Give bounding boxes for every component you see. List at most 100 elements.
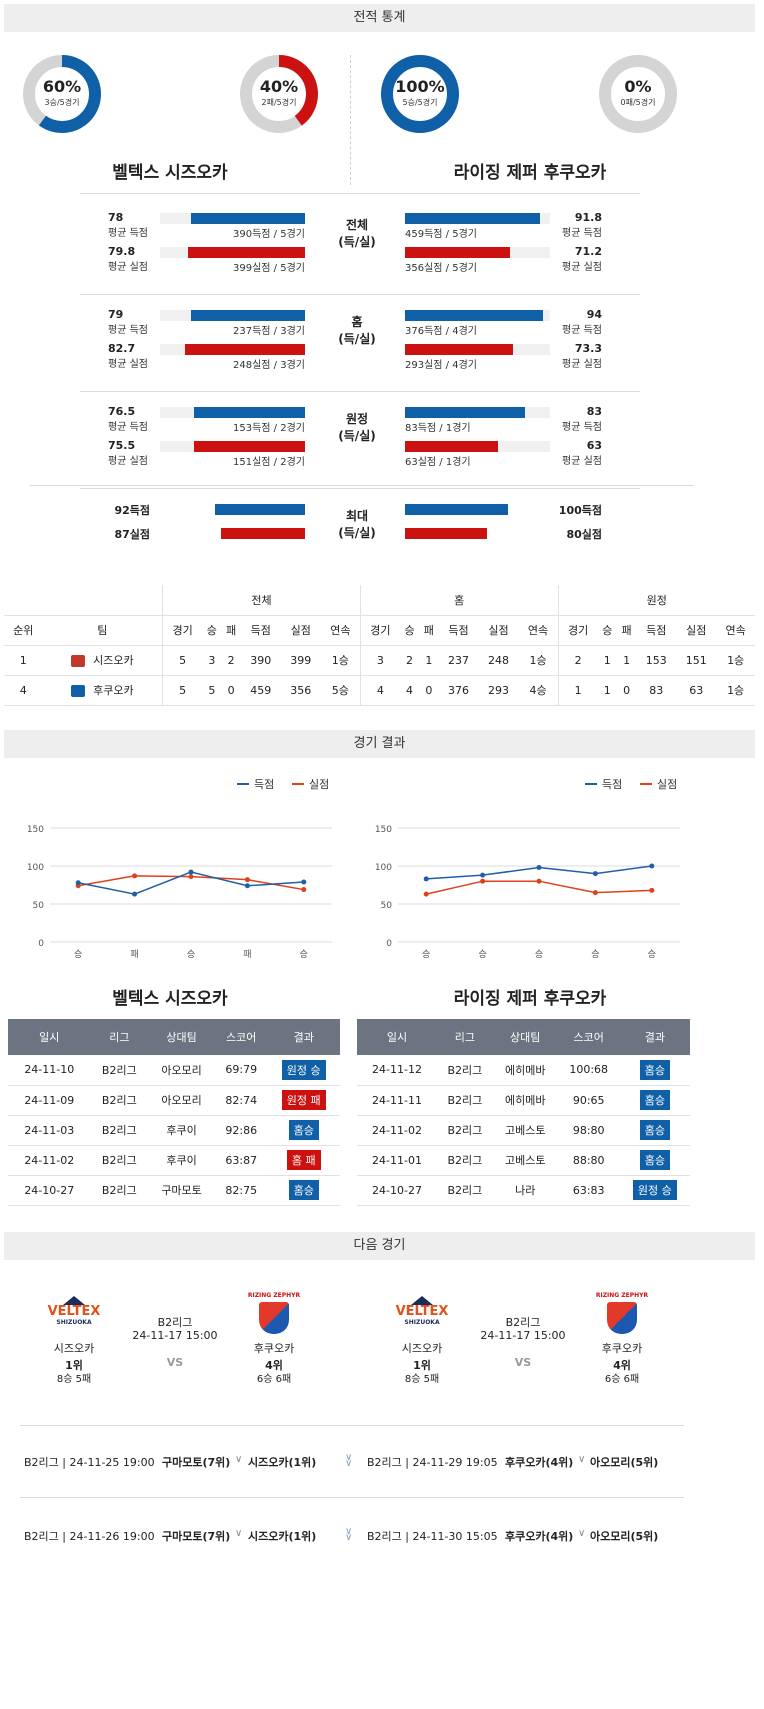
left-stat-label: 평균 득점 [108,228,148,239]
results-cell: 고베스토 [492,1115,558,1146]
vs-mark-icon: ∨ [578,1454,586,1465]
left-stat-bar [194,407,305,418]
concede-point [592,890,598,896]
home-team-name[interactable]: 시즈오카 [53,1342,95,1355]
future-home-team[interactable]: 후쿠오카(4위) [505,1456,574,1469]
standings-header: 실점 [488,624,509,637]
future-home-team[interactable]: 구마모토(7위) [162,1530,231,1543]
x-tick-label: 승 [422,949,430,960]
legend-concede-label: 실점 [657,778,677,791]
results-header: 스코어 [557,1019,620,1055]
concede-point [536,878,542,884]
standings-cell: 390 [250,653,272,667]
veltex-logo: VELTEX SHIZUOKA [44,1296,104,1334]
results-cell: 후쿠이 [148,1145,216,1176]
results-header: 결과 [619,1019,690,1055]
results-cell: 홈승 [267,1175,340,1206]
results-cell: 24-11-02 [357,1115,438,1146]
results-cell: 홈승 [619,1085,690,1116]
left-stat-value: 79.8 [108,245,136,258]
standings-cell: 376 [448,683,469,697]
donut-caption: 2패/5경기 [261,98,297,107]
left-stat-label: 평균 득점 [108,325,148,336]
results-header: 스코어 [215,1019,268,1055]
double-chevron-icon: ∨ ∨ [345,1452,353,1469]
y-tick-label: 150 [27,825,44,835]
results-header: 리그 [90,1019,149,1055]
standings-cell: 5 [162,675,203,705]
standings-group-home: 홈 [359,585,559,615]
standings-cell: 2 [406,653,414,667]
standings-header: 득점 [250,624,271,637]
results-cell: 홈승 [619,1055,690,1086]
away-team-name[interactable]: 후쿠오카 [601,1342,643,1355]
result-badge: 홈승 [288,1120,319,1140]
vs-mark-icon: ∨ [578,1528,586,1539]
score-point [480,872,486,878]
standings-header: 승 [206,624,217,637]
x-tick-label: 패 [243,949,251,960]
x-tick-label: 승 [535,949,543,960]
results-cell: 홈 패 [267,1145,340,1176]
standings-cell: 3 [208,653,216,667]
stat-group-sub: (득/실) [338,429,376,443]
results-cell: 후쿠이 [148,1115,216,1146]
right-stat-value: 83 [586,405,602,418]
donut-0: 60% 3승/5경기 [20,52,104,136]
results-row: 24-11-09 B2리그 아오모리 82:74 원정 패 [8,1085,340,1116]
results-cell: 24-11-09 [8,1085,91,1116]
standings-cell: 1 [19,653,27,667]
standings-header: 연속 [330,624,351,637]
score-point [301,879,307,885]
concede-point [649,887,655,893]
right-stat-bar [405,344,513,355]
concede-point [480,878,486,884]
results-header: 결과 [267,1019,340,1055]
donut-arc [381,55,459,133]
y-tick-label: 100 [375,863,392,873]
standings-row: 4 후쿠오카 5 5 0 459 356 5승 4 4 0 376 293 4승 1 1 0 83 63 1승 [4,675,755,705]
results-cell: 90:65 [557,1085,620,1116]
stat-group-sub: (득/실) [338,235,376,249]
result-badge: 홈승 [288,1180,319,1200]
results-cell: B2리그 [90,1175,149,1206]
future-away-team[interactable]: 시즈오카(1위) [248,1456,317,1469]
away-team-rank: 4위 [613,1359,631,1372]
standings-cell: 2 [557,645,598,675]
standings-team[interactable]: 시즈오카 [93,654,134,667]
vs-label: VS [166,1356,184,1369]
rizing-wordmark: RIZING ZEPHYR [595,1292,649,1299]
score-point [423,876,429,882]
standings-team[interactable]: 후쿠오카 [93,684,134,697]
standings-header: 팀 [97,624,108,637]
results-row: 24-10-27 B2리그 구마모토 82:75 홈승 [8,1175,340,1206]
results-cell: 69:79 [215,1055,268,1086]
home-team-name[interactable]: 시즈오카 [401,1342,443,1355]
results-header: 상대팀 [148,1019,216,1055]
standings-header: 승 [404,624,415,637]
right-stat-bar [405,310,543,321]
standings-cell: 5 [208,683,216,697]
away-team-name[interactable]: 후쿠오카 [253,1342,295,1355]
future-away-team[interactable]: 아오모리(5위) [590,1530,659,1543]
future-home-team[interactable]: 구마모토(7위) [162,1456,231,1469]
result-badge: 원정 승 [281,1059,326,1080]
results-row: 24-11-02 B2리그 후쿠이 63:87 홈 패 [8,1145,340,1176]
score-point [536,865,542,871]
donut-arc [240,55,318,133]
standings-cell: 153 [645,653,667,667]
results-cell: 에히메바 [492,1085,558,1116]
donut-3: 0% 0패/5경기 [596,52,680,136]
future-away-team[interactable]: 아오모리(5위) [590,1456,659,1469]
future-away-team[interactable]: 시즈오카(1위) [248,1530,317,1543]
left-stat-caption: 390득점 / 5경기 [233,229,305,240]
standings-header: 경기 [557,615,598,645]
results-header: 상대팀 [492,1019,558,1055]
x-tick-label: 승 [591,949,599,960]
standings-header: 승 [602,624,613,637]
right-stat-label: 평균 득점 [562,422,602,433]
standings-header: 패 [621,624,632,637]
results-cell: 24-11-10 [8,1055,91,1086]
future-home-team[interactable]: 후쿠오카(4위) [505,1530,574,1543]
section-header-record: 전적 통계 [4,4,755,32]
